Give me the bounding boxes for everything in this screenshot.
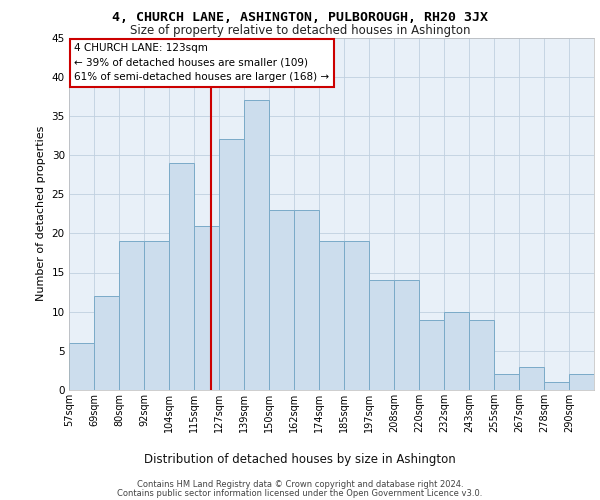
Bar bbox=[519, 366, 544, 390]
Y-axis label: Number of detached properties: Number of detached properties bbox=[36, 126, 46, 302]
Bar bbox=[394, 280, 419, 390]
Bar bbox=[294, 210, 319, 390]
Bar bbox=[119, 241, 144, 390]
Text: Size of property relative to detached houses in Ashington: Size of property relative to detached ho… bbox=[130, 24, 470, 37]
Text: 4 CHURCH LANE: 123sqm
← 39% of detached houses are smaller (109)
61% of semi-det: 4 CHURCH LANE: 123sqm ← 39% of detached … bbox=[74, 43, 329, 82]
Bar bbox=[469, 320, 494, 390]
Text: Contains HM Land Registry data © Crown copyright and database right 2024.: Contains HM Land Registry data © Crown c… bbox=[137, 480, 463, 489]
Bar bbox=[244, 100, 269, 390]
Text: Contains public sector information licensed under the Open Government Licence v3: Contains public sector information licen… bbox=[118, 488, 482, 498]
Bar bbox=[419, 320, 444, 390]
Bar bbox=[344, 241, 369, 390]
Bar bbox=[169, 163, 194, 390]
Bar bbox=[69, 343, 94, 390]
Bar bbox=[444, 312, 469, 390]
Bar bbox=[269, 210, 294, 390]
Bar bbox=[569, 374, 594, 390]
Bar bbox=[144, 241, 169, 390]
Bar bbox=[319, 241, 344, 390]
Text: 4, CHURCH LANE, ASHINGTON, PULBOROUGH, RH20 3JX: 4, CHURCH LANE, ASHINGTON, PULBOROUGH, R… bbox=[112, 11, 488, 24]
Bar bbox=[194, 226, 219, 390]
Bar bbox=[369, 280, 394, 390]
Bar bbox=[544, 382, 569, 390]
Bar bbox=[219, 140, 244, 390]
Bar bbox=[94, 296, 119, 390]
Text: Distribution of detached houses by size in Ashington: Distribution of detached houses by size … bbox=[144, 453, 456, 466]
Bar bbox=[494, 374, 519, 390]
